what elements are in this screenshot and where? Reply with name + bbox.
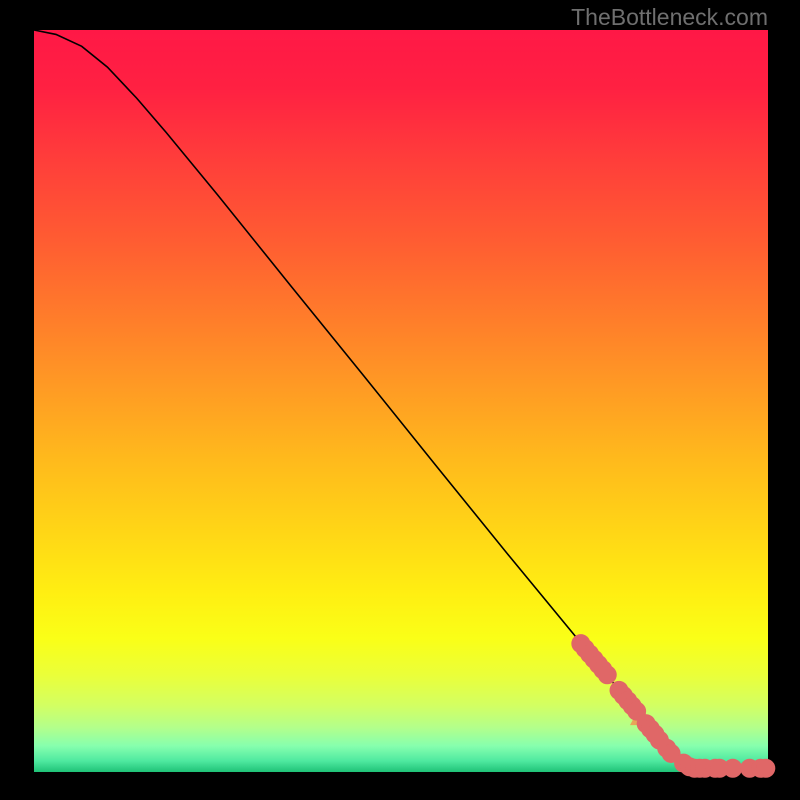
outer-frame xyxy=(0,0,800,800)
watermark-text: TheBottleneck.com xyxy=(571,4,768,31)
